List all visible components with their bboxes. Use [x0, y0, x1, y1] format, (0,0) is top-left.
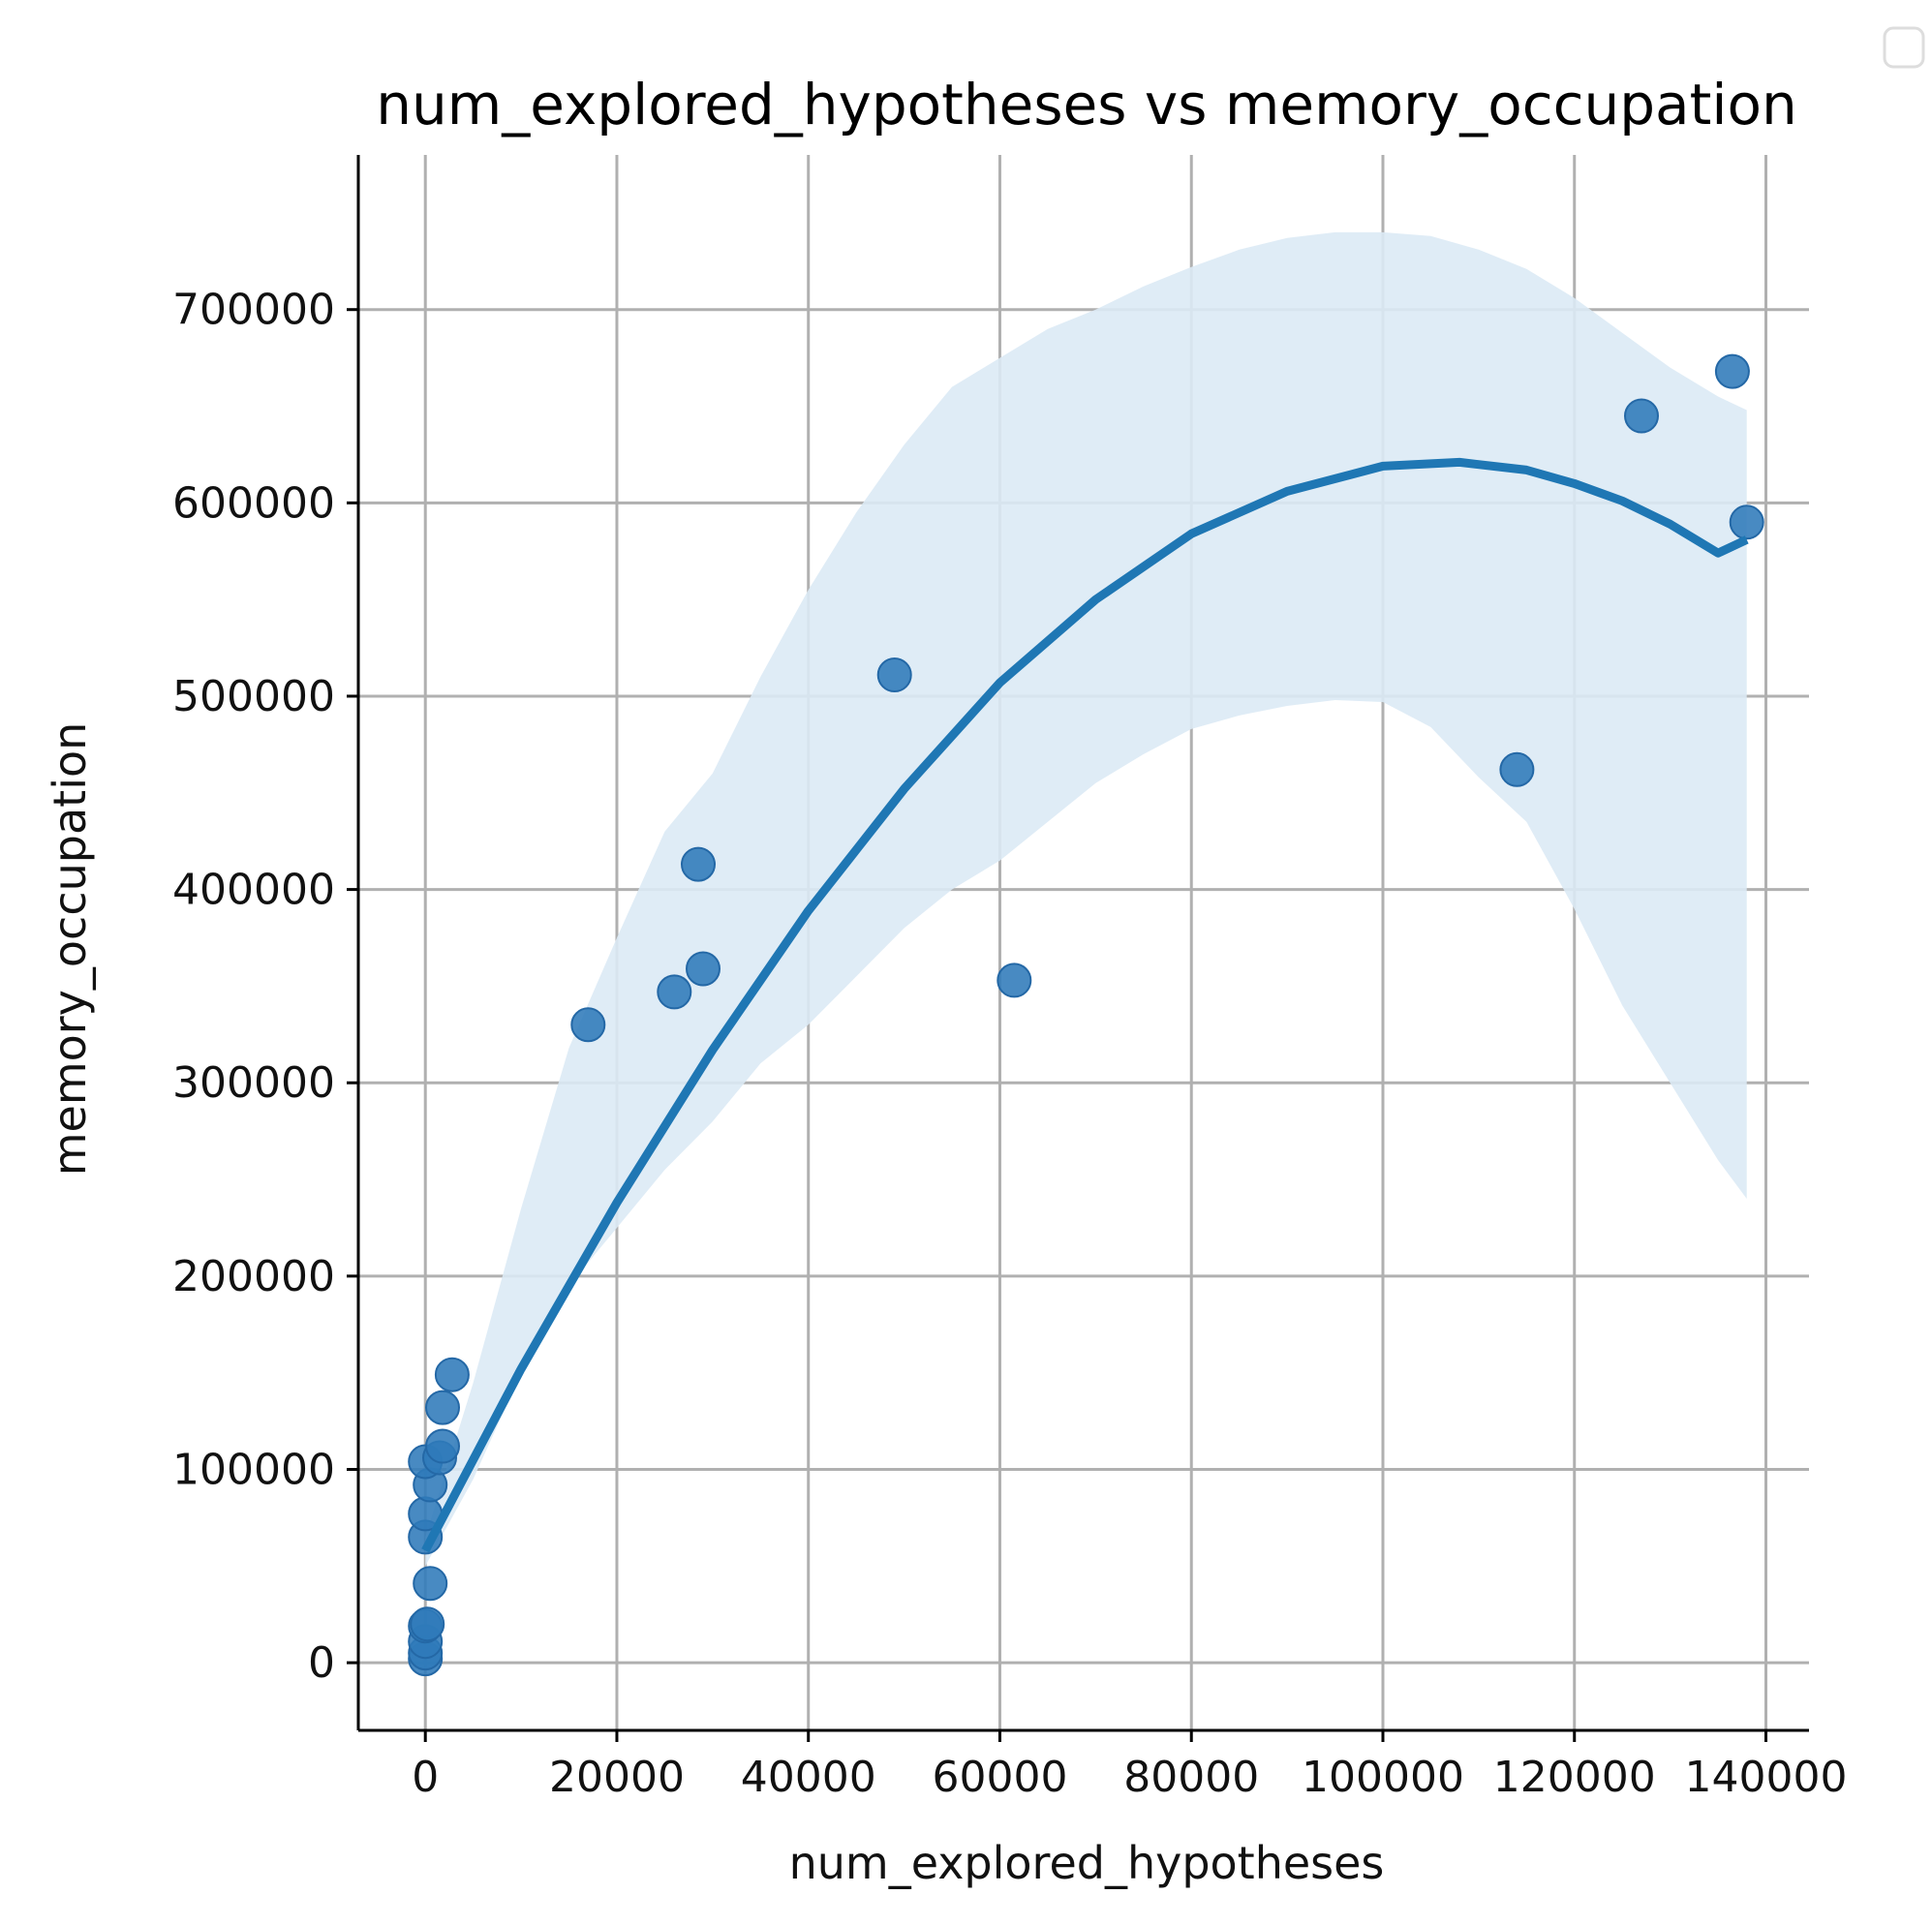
legend-box	[1883, 26, 1925, 69]
axis-spines	[356, 155, 1809, 1732]
data-point	[570, 1007, 606, 1043]
y-axis-label: memory_occupation	[44, 722, 96, 1176]
data-point	[1714, 353, 1750, 389]
y-tick-label: 300000	[172, 1058, 335, 1108]
x-tick-label: 40000	[741, 1753, 876, 1802]
data-point	[997, 962, 1032, 998]
x-tick-label: 100000	[1302, 1753, 1464, 1802]
x-tick-label: 140000	[1685, 1753, 1848, 1802]
x-tick-label: 80000	[1123, 1753, 1259, 1802]
confidence-band	[425, 231, 1747, 1567]
data-point	[1729, 504, 1764, 540]
regression-curve	[421, 457, 1749, 1553]
data-point	[413, 1566, 448, 1602]
data-point	[434, 1357, 470, 1392]
data-point	[425, 1390, 460, 1425]
y-tick-label: 400000	[172, 866, 335, 915]
data-point	[657, 974, 692, 1010]
data-points	[408, 353, 1764, 1677]
data-point	[681, 846, 716, 882]
data-point	[425, 1428, 460, 1464]
data-point	[1499, 751, 1535, 787]
y-tick-label: 0	[308, 1638, 335, 1688]
y-tick-label: 200000	[172, 1252, 335, 1301]
x-tick-label: 120000	[1493, 1753, 1656, 1802]
y-tick-label: 600000	[172, 478, 335, 528]
data-point	[876, 657, 912, 692]
y-tick-label: 500000	[172, 672, 335, 721]
data-point	[1624, 398, 1659, 434]
confidence-band-area	[425, 231, 1747, 1567]
y-tick-label: 100000	[172, 1445, 335, 1494]
x-axis-label: num_explored_hypotheses	[789, 1837, 1385, 1889]
regression-line	[421, 457, 1749, 1553]
data-point	[410, 1606, 445, 1642]
data-point	[686, 951, 721, 987]
x-tick-label: 60000	[932, 1753, 1067, 1802]
y-tick-label: 700000	[172, 286, 335, 335]
x-tick-label: 20000	[549, 1753, 685, 1802]
chart-title: num_explored_hypotheses vs memory_occupa…	[376, 72, 1796, 138]
axis-ticks: 0 20000 40000 60000 80000 100000 120000 140000 0…	[172, 286, 1847, 1802]
x-tick-label: 0	[412, 1753, 439, 1802]
